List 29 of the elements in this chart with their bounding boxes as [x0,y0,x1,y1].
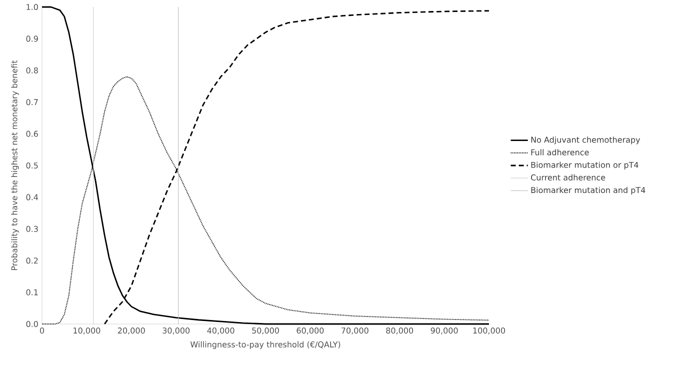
x-tick-label: 100,000 [473,328,506,334]
y-tick-label: 0.8 [26,67,38,74]
y-tick-label: 0.0 [26,320,38,328]
legend-label: Biomarker mutation and pT4 [531,186,646,195]
y-tick-label: 0.3 [26,226,38,232]
x-tick-label: 60,000 [296,328,324,334]
x-tick-label: 90,000 [430,328,458,334]
x-tick-label: 40,000 [207,328,234,334]
legend-label: Current adherence [531,174,606,180]
y-tick-label: 0.4 [26,194,38,200]
x-axis-title: Willingness-to-pay threshold (€/QALY) [190,341,340,350]
x-tick-label: 50,000 [252,328,279,334]
legend-label: No Adjuvant chemotherapy [531,136,640,144]
y-tick-label: 0.6 [26,130,38,137]
y-tick-label: 0.2 [26,258,38,264]
x-tick-label: 20,000 [118,328,145,334]
x-tick-label: 0 [40,328,44,334]
legend-label: Full adherence [531,149,589,156]
y-tick-label: 0.7 [26,99,38,106]
x-tick-label: 80,000 [386,328,414,334]
y-tick-label: 0.9 [26,36,38,42]
legend-label: Biomarker mutation or pT4 [531,162,638,170]
y-tick-label: 1.0 [26,4,38,10]
y-tick-label: 0.5 [26,162,38,169]
y-tick-label: 0.1 [26,289,38,296]
x-tick-label: 30,000 [162,328,190,334]
y-axis-title: Probability to have the highest net monetary benefit [11,60,19,270]
x-tick-label: 70,000 [342,328,368,334]
x-tick-label: 10,000 [74,328,100,334]
